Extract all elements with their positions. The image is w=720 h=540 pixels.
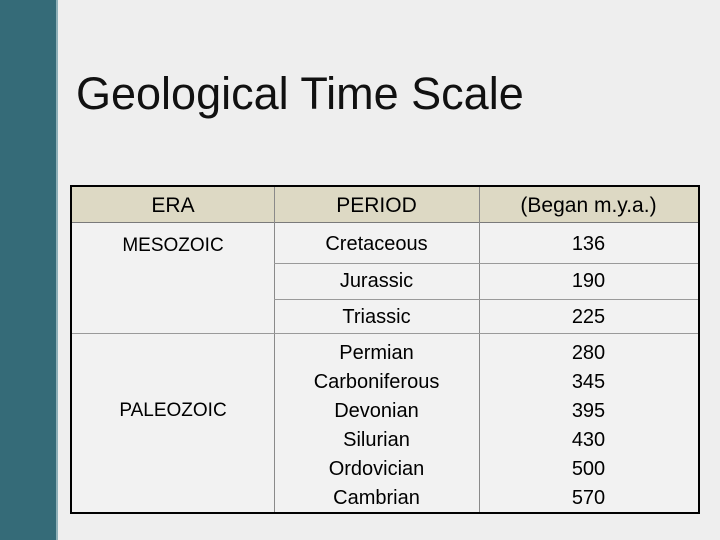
- period-cretaceous: Cretaceous: [325, 233, 428, 255]
- period-cambrian: Cambrian: [333, 487, 420, 509]
- began-jurassic: 190: [571, 270, 606, 292]
- row-divider: [274, 263, 698, 264]
- geological-time-table: ERA PERIOD (Began m.y.a.) MESOZOIC Creta…: [70, 185, 700, 514]
- paleozoic-began-values: 280 345 395 430 500 570: [479, 339, 698, 513]
- era-paleozoic: PALEOZOIC: [119, 400, 227, 421]
- period-carboniferous: Carboniferous: [313, 371, 440, 393]
- slide-title: Geological Time Scale: [76, 68, 524, 119]
- began-triassic: 225: [571, 306, 606, 328]
- header-era: ERA: [151, 194, 195, 217]
- began-permian: 280: [571, 342, 606, 364]
- side-accent-bar: [0, 0, 56, 540]
- era-mesozoic: MESOZOIC: [122, 235, 224, 256]
- era-divider: [72, 333, 698, 334]
- header-period: PERIOD: [336, 194, 417, 217]
- row-divider: [274, 299, 698, 300]
- period-silurian: Silurian: [343, 429, 410, 451]
- began-carboniferous: 345: [571, 371, 606, 393]
- began-silurian: 430: [571, 429, 606, 451]
- period-triassic: Triassic: [342, 306, 411, 328]
- column-divider: [274, 187, 275, 512]
- period-permian: Permian: [339, 342, 414, 364]
- header-began: (Began m.y.a.): [520, 194, 657, 217]
- began-ordovician: 500: [571, 458, 606, 480]
- period-ordovician: Ordovician: [328, 458, 425, 480]
- table-header-row: ERA PERIOD (Began m.y.a.): [72, 187, 698, 223]
- side-accent-edge: [56, 0, 58, 540]
- period-devonian: Devonian: [334, 400, 419, 422]
- period-jurassic: Jurassic: [339, 270, 414, 292]
- began-cambrian: 570: [571, 487, 606, 509]
- column-divider: [479, 187, 480, 512]
- began-devonian: 395: [571, 400, 606, 422]
- paleozoic-periods: Permian Carboniferous Devonian Silurian …: [274, 339, 479, 513]
- began-cretaceous: 136: [571, 233, 606, 255]
